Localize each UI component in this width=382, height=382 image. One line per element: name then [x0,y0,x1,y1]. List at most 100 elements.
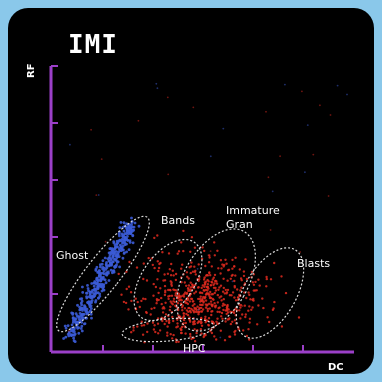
data-point [197,286,200,289]
data-point [120,293,123,296]
data-point [192,323,195,326]
data-point [128,239,132,243]
data-point [91,294,95,298]
data-point [123,238,127,242]
data-point [207,287,210,290]
data-point [182,312,185,315]
data-point [151,321,155,324]
data-point [182,295,186,298]
data-point [220,315,223,318]
data-point [207,324,210,327]
data-point [172,288,175,291]
data-point [200,310,203,313]
data-point [140,320,143,323]
data-point [83,305,87,309]
data-point [177,250,181,253]
data-point [131,241,135,245]
data-point [299,251,302,253]
data-point [301,90,303,93]
data-point [212,276,215,279]
data-point [222,277,225,280]
data-point [105,264,109,268]
data-point [182,318,186,322]
data-point [190,307,193,311]
data-point [166,96,169,99]
data-point [187,287,190,291]
data-point [118,243,122,247]
data-point [176,322,179,325]
data-point [106,270,110,274]
data-point [160,296,163,300]
data-point [80,306,84,310]
data-point [174,304,177,308]
data-point [213,241,216,244]
data-point [169,280,172,283]
data-point [132,329,135,332]
data-point [170,294,174,297]
data-point [244,315,247,319]
data-point [190,236,194,239]
data-point [167,173,170,176]
data-point [130,223,133,227]
data-point [233,330,236,334]
data-point [188,300,192,303]
data-point [168,268,171,271]
data-point [201,284,204,287]
data-point [126,239,130,242]
data-point [228,335,232,338]
data-point [219,284,223,287]
data-point [122,221,126,225]
data-point [157,332,160,335]
data-point [306,124,309,126]
data-point [113,266,117,269]
data-point [187,284,191,287]
data-point [95,276,99,280]
data-point [177,340,180,343]
data-point [114,259,118,262]
data-point [217,307,220,310]
data-point [120,238,124,241]
gate-outlines [56,215,305,343]
data-point [138,305,141,309]
data-point [204,321,207,324]
data-point [200,286,203,290]
y-axis-label: RF [26,63,37,78]
data-point [192,300,195,303]
data-point [152,328,156,331]
data-point [193,303,196,306]
data-point [238,309,241,312]
axes [49,65,354,354]
data-point [209,250,212,253]
data-point [77,315,81,319]
data-point [155,82,158,85]
data-point [167,288,170,292]
data-point [231,267,234,270]
data-point [109,268,113,272]
data-point [118,226,122,230]
data-point [231,320,234,323]
data-point [183,293,186,296]
data-point [137,119,140,122]
data-point [89,309,92,313]
data-point [208,302,211,305]
data-point [209,300,213,303]
data-point [216,310,219,313]
data-point [184,332,187,335]
data-point [329,114,332,116]
data-point [211,310,214,313]
data-point [191,304,194,307]
data-point [192,309,195,312]
data-point [188,289,192,293]
data-point [200,303,203,307]
data-point [112,240,116,244]
data-point [199,320,202,323]
data-point [211,320,215,324]
data-point [239,289,242,292]
data-point [166,272,170,275]
data-point [197,297,200,301]
data-point [204,315,207,318]
data-point [297,316,301,319]
data-point [195,308,198,312]
data-point [200,324,204,327]
data-point [211,278,214,281]
